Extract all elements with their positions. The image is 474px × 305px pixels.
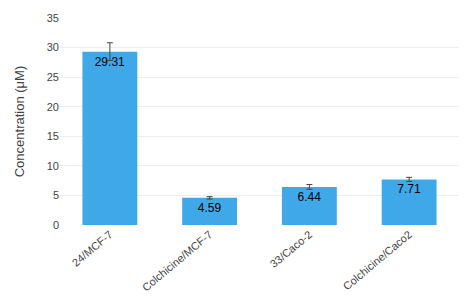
svg-text:4.59: 4.59 — [198, 201, 222, 215]
svg-text:10: 10 — [47, 160, 59, 172]
svg-text:20: 20 — [47, 101, 59, 113]
svg-text:6.44: 6.44 — [298, 190, 322, 204]
svg-text:24/MCF-7: 24/MCF-7 — [70, 228, 115, 269]
svg-text:35: 35 — [47, 12, 59, 24]
svg-text:Colchicine/MCF-7: Colchicine/MCF-7 — [140, 228, 215, 293]
svg-text:33/Caco-2: 33/Caco-2 — [268, 228, 315, 270]
svg-text:Colchicine/Caco2: Colchicine/Caco2 — [341, 228, 414, 292]
svg-text:0: 0 — [53, 219, 59, 231]
svg-text:Concentration (μM): Concentration (μM) — [12, 66, 27, 178]
svg-text:29.31: 29.31 — [95, 55, 125, 69]
svg-text:7.71: 7.71 — [397, 182, 421, 196]
svg-text:5: 5 — [53, 189, 59, 201]
svg-text:30: 30 — [47, 41, 59, 53]
svg-text:25: 25 — [47, 71, 59, 83]
svg-text:15: 15 — [47, 130, 59, 142]
